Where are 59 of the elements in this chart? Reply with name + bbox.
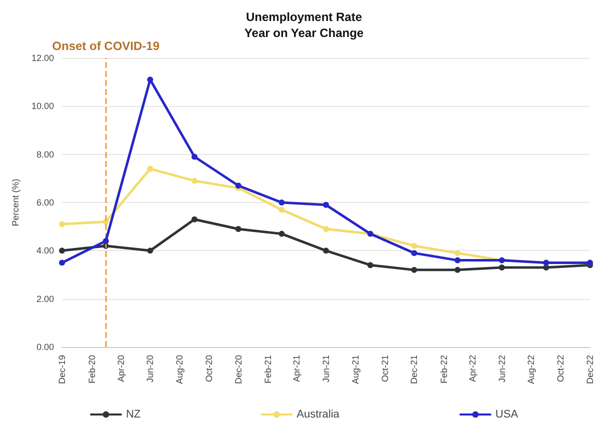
x-tick-label: Feb-22 [439,355,450,384]
point [278,206,285,213]
point [191,216,198,222]
y-tick-label: 6.00 [36,198,54,208]
point [102,238,109,244]
x-tick-label: Dec-19 [57,355,67,384]
point [278,200,285,206]
point [235,226,242,232]
point [411,242,418,249]
x-tick-label: Jun-21 [321,355,331,383]
ref-line-label: Onset of COVID-19 [52,39,160,53]
point [278,230,285,237]
chart-title: Unemployment Rate [246,10,362,24]
x-tick-label: Apr-22 [467,355,478,382]
x-tick-label: Dec-21 [409,355,420,384]
point [323,248,329,254]
point [367,262,374,268]
y-axis-title: Percent (%) [10,178,20,226]
point [191,178,198,184]
y-tick-label: 10.00 [31,101,54,112]
x-tick-label: Jun-22 [496,355,507,383]
point [323,202,329,208]
point [454,250,461,256]
point [147,166,154,172]
x-tick-label: Dec-20 [233,355,244,384]
legend-label: USA [495,408,519,420]
point [323,226,329,232]
x-tick-label: Feb-20 [86,355,97,384]
point [411,266,418,273]
point [191,154,198,160]
y-tick-label: 0.00 [36,342,54,352]
point [59,221,65,228]
point [147,248,154,254]
legend-label: NZ [126,408,141,420]
x-tick-label: Aug-21 [350,355,360,384]
y-tick-label: 8.00 [36,149,54,160]
x-tick-label: Apr-20 [116,355,126,382]
legend-label: Australia [296,408,340,420]
point [543,264,550,271]
point [454,257,461,264]
point [235,182,242,189]
x-tick-label: Jun-20 [145,355,156,383]
chart-subtitle: Year on Year Change [244,26,364,40]
x-tick-label: Oct-21 [380,355,390,382]
point [411,250,418,256]
point [498,264,505,271]
point [59,248,65,254]
x-tick-label: Aug-22 [526,355,536,384]
x-tick-label: Feb-21 [263,355,274,384]
x-tick-label: Oct-22 [556,355,566,382]
x-tick-label: Oct-20 [204,355,214,382]
y-tick-label: 12.00 [31,53,54,63]
x-tick-label: Aug-20 [174,355,185,384]
y-tick-label: 2.00 [36,294,54,304]
x-tick-label: Apr-21 [292,355,302,382]
point [454,266,461,273]
point [59,260,65,266]
y-tick-label: 4.00 [36,246,54,256]
x-tick-label: Dec-22 [585,355,595,384]
